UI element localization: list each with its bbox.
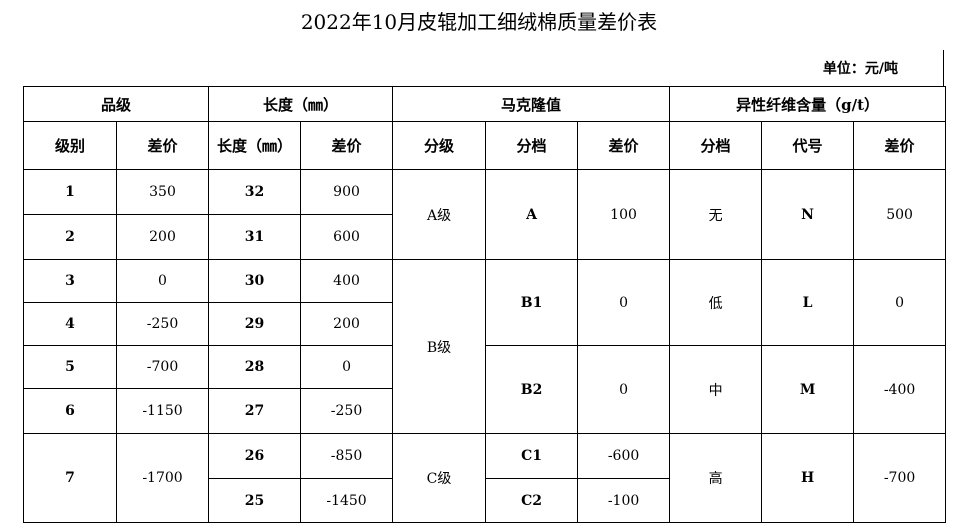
grade-diff: 200 — [115, 214, 210, 260]
length-diff: -850 — [300, 433, 394, 479]
col-header: 分级 — [392, 121, 487, 170]
table-row: 2 200 31 600 — [23, 214, 946, 260]
mic-band: B1 — [485, 259, 579, 346]
grade-level: 3 — [23, 259, 117, 303]
col-header: 差价 — [300, 121, 394, 170]
group-header-length: 长度（㎜） — [208, 86, 394, 122]
ff-code: M — [761, 345, 855, 434]
length-value: 30 — [208, 259, 302, 303]
mic-band: C2 — [485, 478, 579, 523]
table-row: 3 0 30 400 B级 B1 0 低 L 0 — [23, 259, 947, 434]
col-header: 分档 — [485, 121, 579, 170]
ff-diff: 0 — [853, 259, 947, 346]
grade-level: 1 — [23, 169, 117, 215]
grade-diff: -250 — [115, 302, 210, 346]
ff-band: 低 — [669, 259, 763, 346]
grade-diff: -700 — [115, 345, 210, 389]
length-diff: -250 — [300, 388, 394, 434]
table-row: 4 -250 29 200 — [23, 302, 946, 346]
grade-diff: -1700 — [115, 433, 210, 523]
mic-class: A级 — [392, 169, 487, 260]
unit-label: 单位：元/吨 — [822, 61, 898, 77]
ff-band: 高 — [669, 433, 763, 523]
length-diff: 600 — [300, 214, 394, 260]
mic-diff: 100 — [577, 169, 671, 260]
grade-level: 6 — [23, 388, 117, 434]
mic-diff: -600 — [577, 433, 671, 479]
grade-diff: 0 — [115, 259, 210, 303]
length-diff: 400 — [300, 259, 394, 303]
length-value: 29 — [208, 302, 302, 346]
grade-level: 5 — [23, 345, 117, 389]
length-diff: 900 — [300, 169, 394, 215]
mic-band: C1 — [485, 433, 579, 479]
mic-diff: 0 — [577, 259, 671, 346]
length-diff: 0 — [300, 345, 394, 389]
price-difference-table: 品级 长度（㎜） 马克隆值 异性纤维含量（g/t） 级别 差价 长度（㎜） 差价… — [22, 86, 947, 523]
mic-diff: 0 — [577, 345, 671, 434]
group-header-foreign-fiber: 异性纤维含量（g/t） — [669, 86, 947, 122]
col-header: 差价 — [853, 121, 947, 170]
length-value: 31 — [208, 214, 302, 260]
table-row: 1 350 32 900 A级 A 100 无 N 500 — [23, 169, 947, 260]
ff-band: 中 — [669, 345, 763, 434]
ff-code: N — [761, 169, 855, 260]
ff-diff: 500 — [853, 169, 947, 260]
grade-level: 2 — [23, 214, 117, 260]
col-header: 代号 — [761, 121, 855, 170]
mic-band: A — [485, 169, 579, 260]
col-header: 长度（㎜） — [208, 121, 302, 170]
ff-diff: -700 — [853, 433, 947, 523]
length-value: 27 — [208, 388, 302, 434]
length-diff: 200 — [300, 302, 394, 346]
grade-level: 7 — [23, 433, 117, 523]
group-header-grade: 品级 — [22, 86, 210, 122]
grade-level: 4 — [23, 302, 117, 346]
mic-band: B2 — [485, 345, 579, 434]
divider — [943, 50, 944, 86]
length-diff: -1450 — [300, 478, 394, 523]
length-value: 28 — [208, 345, 302, 389]
page-title: 2022年10月皮辊加工细绒棉质量差价表 — [300, 10, 658, 34]
mic-class: C级 — [392, 433, 487, 523]
grade-diff: 350 — [115, 169, 210, 215]
grade-diff: -1150 — [115, 388, 210, 434]
mic-class: B级 — [392, 259, 487, 434]
mic-diff: -100 — [577, 478, 671, 523]
col-header: 分档 — [669, 121, 763, 170]
table-row: 25 -1450 C2 -100 — [24, 478, 946, 523]
ff-code: L — [761, 259, 855, 346]
table-row: 5 -700 28 0 B2 0 中 M -400 — [23, 345, 947, 434]
ff-code: H — [761, 433, 855, 523]
group-header-micronaire: 马克隆值 — [392, 86, 671, 122]
col-header: 差价 — [115, 121, 210, 170]
length-value: 32 — [208, 169, 302, 215]
table-row: 7 -1700 26 -850 C级 C1 -600 高 H -700 — [23, 433, 947, 523]
ff-diff: -400 — [853, 345, 947, 434]
length-value: 26 — [208, 433, 302, 479]
ff-band: 无 — [669, 169, 763, 260]
table-row: 6 -1150 27 -250 — [23, 388, 946, 434]
length-value: 25 — [208, 478, 302, 523]
col-header: 差价 — [577, 121, 671, 170]
col-header: 级别 — [23, 121, 117, 170]
